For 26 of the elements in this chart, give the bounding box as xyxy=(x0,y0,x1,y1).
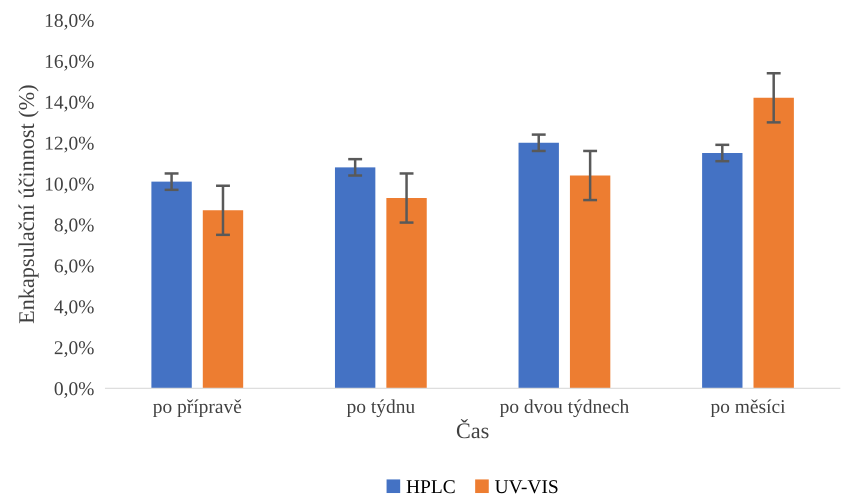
y-tick-label: 0,0% xyxy=(54,382,94,398)
x-tick-label: po měsíci xyxy=(710,399,786,418)
bar xyxy=(202,210,244,388)
legend-label: UV-VIS xyxy=(495,480,558,494)
legend-label: HPLC xyxy=(406,480,455,494)
bar xyxy=(702,153,742,388)
bar xyxy=(334,167,376,388)
bar xyxy=(518,142,559,388)
y-tick-label: 4,0% xyxy=(54,300,94,316)
bar xyxy=(386,198,427,388)
x-tick-label: po dvou týdnech xyxy=(500,399,629,418)
y-tick-label: 14,0% xyxy=(46,96,94,112)
y-tick-label: 12,0% xyxy=(46,136,94,153)
y-axis-title: Enkapsulační účinnost (%) xyxy=(18,85,39,324)
x-tick-label: po týdnu xyxy=(346,399,415,418)
y-tick-label: 6,0% xyxy=(54,259,94,276)
y-tick-label: 18,0% xyxy=(46,14,94,30)
y-tick-label: 2,0% xyxy=(54,341,94,358)
y-tick-label: 10,0% xyxy=(46,178,94,194)
bar xyxy=(570,176,610,388)
y-tick-label: 16,0% xyxy=(46,54,94,71)
y-tick-label: 8,0% xyxy=(54,218,94,234)
bar xyxy=(754,98,794,388)
x-tick-label: po přípravě xyxy=(153,399,242,418)
bar xyxy=(151,182,192,388)
x-axis-title: Čas xyxy=(456,419,488,438)
